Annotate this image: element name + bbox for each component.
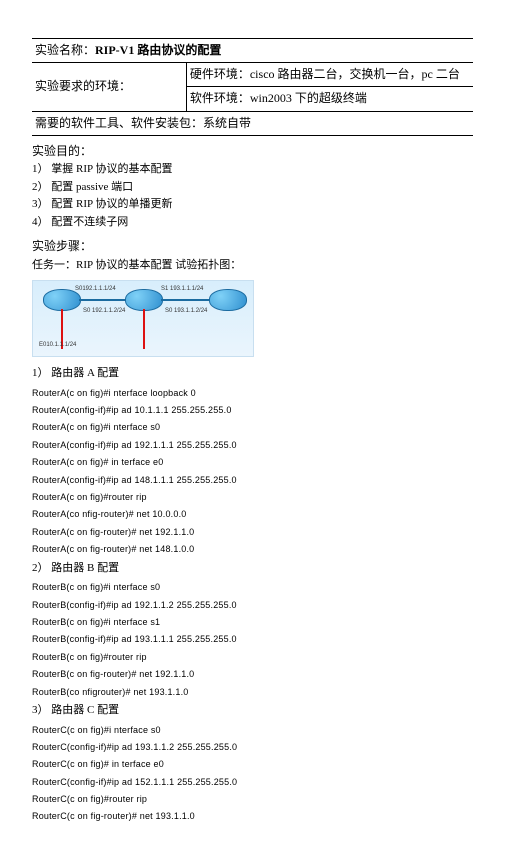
- cmd: RouterA(config-if)#ip ad 10.1.1.1 255.25…: [32, 403, 473, 417]
- router-a-title: 1） 路由器 A 配置: [32, 365, 473, 383]
- cmd: RouterC(c on fig-router)# net 193.1.1.0: [32, 809, 473, 823]
- goals-header: 实验目的：: [32, 142, 473, 161]
- steps-section: 实验步骤： 任务一：RIP 协议的基本配置 试验拓扑图：: [32, 237, 473, 274]
- goals-section: 实验目的： 1） 掌握 RIP 协议的基本配置 2） 配置 passive 端口…: [32, 142, 473, 232]
- goal-3: 3） 配置 RIP 协议的单播更新: [32, 196, 473, 214]
- cmd: RouterA(c on fig-router)# net 148.1.0.0: [32, 542, 473, 556]
- cmd: RouterA(config-if)#ip ad 148.1.1.1 255.2…: [32, 473, 473, 487]
- router-b-title: 2） 路由器 B 配置: [32, 560, 473, 578]
- tools-cell: 需要的软件工具、软件安装包：系统自带: [32, 111, 473, 135]
- ip-bot-1: E010.1.1.1/24: [39, 341, 76, 351]
- hw-cell: 硬件环境：cisco 路由器二台，交换机一台，pc 二台: [186, 63, 473, 87]
- env-row-1: 实验要求的环境： 硬件环境：cisco 路由器二台，交换机一台，pc 二台: [32, 63, 473, 87]
- title-row: 实验名称：RIP-V1 路由协议的配置: [32, 39, 473, 63]
- ip-top-1: S0192.1.1.1/24: [75, 285, 116, 295]
- sw-label: 软件环境：: [190, 91, 250, 105]
- cmd: RouterB(config-if)#ip ad 193.1.1.1 255.2…: [32, 632, 473, 646]
- cmd: RouterA(co nfig-router)# net 10.0.0.0: [32, 507, 473, 521]
- router-b-icon: [125, 289, 163, 311]
- cmd: RouterC(config-if)#ip ad 193.1.1.2 255.2…: [32, 740, 473, 754]
- cmd: RouterB(c on fig)#router rip: [32, 650, 473, 664]
- cmd: RouterB(c on fig)#i nterface s1: [32, 615, 473, 629]
- sw-cell: 软件环境：win2003 下的超级终端: [186, 87, 473, 111]
- link-bc: [161, 299, 209, 301]
- tools-row: 需要的软件工具、软件安装包：系统自带: [32, 111, 473, 135]
- task1-label: 任务一：RIP 协议的基本配置 试验拓扑图：: [32, 257, 473, 275]
- router-c-title: 3） 路由器 C 配置: [32, 702, 473, 720]
- link-ab: [79, 299, 125, 301]
- cmd: RouterC(c on fig)#i nterface s0: [32, 723, 473, 737]
- router-c-icon: [209, 289, 247, 311]
- goal-4: 4） 配置不连续子网: [32, 214, 473, 232]
- env-label: 实验要求的环境：: [32, 63, 186, 111]
- cmd: RouterC(config-if)#ip ad 152.1.1.1 255.2…: [32, 775, 473, 789]
- cmd: RouterC(c on fig)#router rip: [32, 792, 473, 806]
- cmd: RouterB(c on fig)#i nterface s0: [32, 580, 473, 594]
- sw-value: win2003 下的超级终端: [250, 91, 367, 105]
- topology-diagram: S0192.1.1.1/24 S1 193.1.1.1/24 S0 192.1.…: [32, 280, 254, 357]
- router-b-config: RouterB(c on fig)#i nterface s0 RouterB(…: [32, 580, 473, 699]
- router-a-config: RouterA(c on fig)#i nterface loopback 0 …: [32, 386, 473, 557]
- ip-top-2: S1 193.1.1.1/24: [161, 285, 203, 295]
- title-value: RIP-V1 路由协议的配置: [95, 43, 221, 57]
- cmd: RouterA(c on fig)# in terface e0: [32, 455, 473, 469]
- experiment-title: 实验名称：RIP-V1 路由协议的配置: [32, 39, 473, 63]
- header-table: 实验名称：RIP-V1 路由协议的配置 实验要求的环境： 硬件环境：cisco …: [32, 38, 473, 136]
- steps-header: 实验步骤：: [32, 237, 473, 256]
- cmd: RouterB(c on fig-router)# net 192.1.1.0: [32, 667, 473, 681]
- cmd: RouterA(config-if)#ip ad 192.1.1.1 255.2…: [32, 438, 473, 452]
- cmd: RouterA(c on fig)#router rip: [32, 490, 473, 504]
- cmd: RouterC(c on fig)# in terface e0: [32, 757, 473, 771]
- cmd: RouterA(c on fig-router)# net 192.1.1.0: [32, 525, 473, 539]
- router-c-config: RouterC(c on fig)#i nterface s0 RouterC(…: [32, 723, 473, 824]
- goal-1: 1） 掌握 RIP 协议的基本配置: [32, 161, 473, 179]
- title-label: 实验名称：: [35, 43, 95, 57]
- goal-2: 2） 配置 passive 端口: [32, 179, 473, 197]
- ip-mid-1: S0 192.1.1.2/24: [83, 307, 125, 317]
- cmd: RouterA(c on fig)#i nterface loopback 0: [32, 386, 473, 400]
- cmd: RouterB(co nfigrouter)# net 193.1.1.0: [32, 685, 473, 699]
- cmd: RouterA(c on fig)#i nterface s0: [32, 420, 473, 434]
- document-page: 实验名称：RIP-V1 路由协议的配置 实验要求的环境： 硬件环境：cisco …: [0, 0, 505, 847]
- hw-label: 硬件环境：: [190, 67, 250, 81]
- cmd: RouterB(config-if)#ip ad 192.1.1.2 255.2…: [32, 598, 473, 612]
- hw-value: cisco 路由器二台，交换机一台，pc 二台: [250, 67, 460, 81]
- drop-b: [143, 309, 145, 349]
- ip-mid-2: S0 193.1.1.2/24: [165, 307, 207, 317]
